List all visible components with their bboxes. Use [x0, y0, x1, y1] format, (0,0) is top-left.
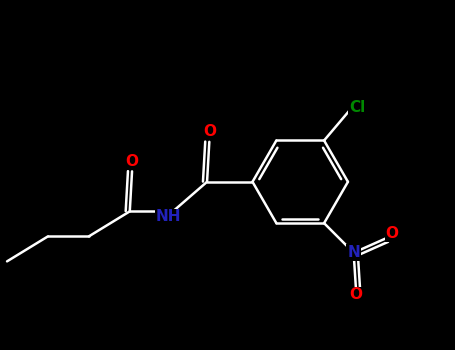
Text: Cl: Cl [349, 100, 365, 115]
Text: O: O [203, 124, 216, 139]
Text: O: O [126, 154, 138, 169]
Text: O: O [349, 287, 363, 302]
Text: O: O [385, 226, 398, 241]
Text: N: N [347, 245, 360, 260]
Text: NH: NH [156, 209, 181, 224]
